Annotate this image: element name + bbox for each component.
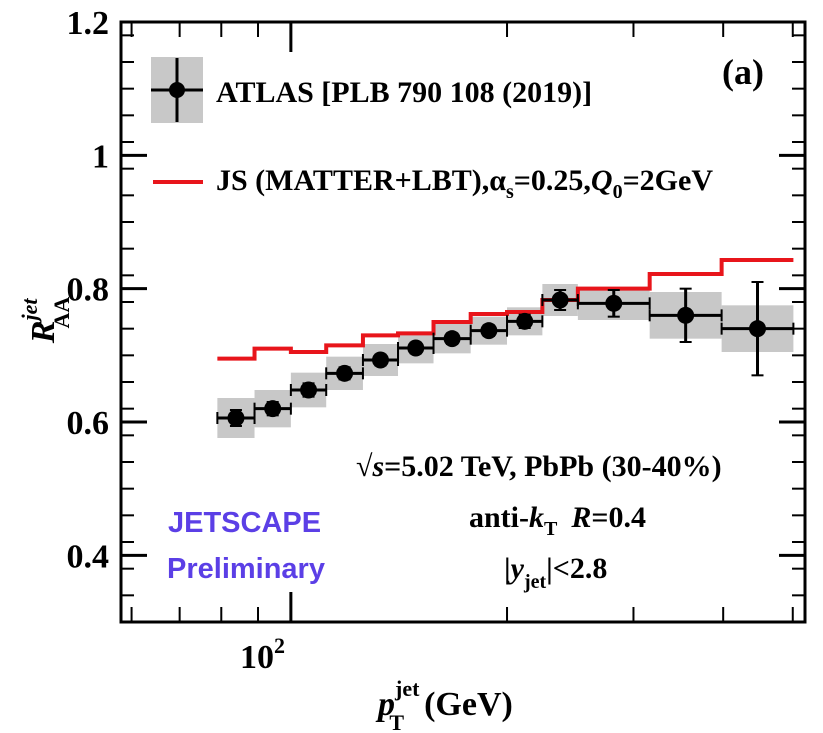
y-tick-label: 1 bbox=[92, 138, 109, 175]
axis-ticks bbox=[121, 20, 805, 623]
jetscape-brand: JETSCAPE bbox=[168, 507, 321, 539]
data-point bbox=[516, 312, 534, 330]
y-axis-label: Rjet AA bbox=[17, 297, 74, 345]
x-tick-label-100: 102 bbox=[240, 633, 285, 676]
data-point bbox=[677, 306, 695, 324]
data-point bbox=[407, 339, 425, 357]
legend-atlas-marker bbox=[169, 82, 185, 98]
legend-js: JS (MATTER+LBT),αs=0.25,Q0=2GeV bbox=[153, 164, 713, 203]
y-tick-label: 0.8 bbox=[67, 272, 110, 309]
atlas-data-points bbox=[216, 281, 795, 427]
data-point bbox=[749, 320, 767, 338]
data-point bbox=[371, 351, 389, 369]
systematic-uncertainty-boxes bbox=[217, 284, 794, 438]
x-axis-label: pjet T (GeV) bbox=[375, 676, 513, 733]
annotation-algorithm: anti-kT R=0.4 bbox=[469, 501, 646, 540]
y-tick-label: 0.6 bbox=[67, 405, 110, 442]
legend-atlas: ATLAS [PLB 790 108 (2019)] bbox=[151, 57, 592, 123]
data-point bbox=[336, 364, 354, 382]
legend-js-label: JS (MATTER+LBT),αs=0.25,Q0=2GeV bbox=[216, 164, 713, 203]
js-model-step-line bbox=[217, 258, 794, 361]
data-point bbox=[551, 291, 569, 309]
plot-frame bbox=[119, 20, 807, 624]
annotation-rapidity: |yjet|<2.8 bbox=[504, 552, 607, 593]
data-point bbox=[605, 294, 623, 312]
data-point bbox=[480, 322, 498, 340]
y-tick-label: 0.4 bbox=[67, 538, 110, 575]
data-point bbox=[264, 400, 282, 418]
y-tick-labels: 0.4 0.6 0.8 1 1.2 bbox=[67, 5, 110, 575]
data-point bbox=[300, 381, 318, 399]
preliminary-label: Preliminary bbox=[167, 553, 325, 585]
panel-label: (a) bbox=[722, 52, 764, 92]
data-point bbox=[227, 409, 245, 427]
annotation-energy: √s=5.02 TeV, PbPb (30-40%) bbox=[356, 450, 722, 483]
y-tick-label: 1.2 bbox=[67, 5, 110, 42]
legend-atlas-label: ATLAS [PLB 790 108 (2019)] bbox=[216, 76, 592, 109]
data-point bbox=[443, 330, 461, 348]
js-step-path bbox=[217, 258, 794, 361]
